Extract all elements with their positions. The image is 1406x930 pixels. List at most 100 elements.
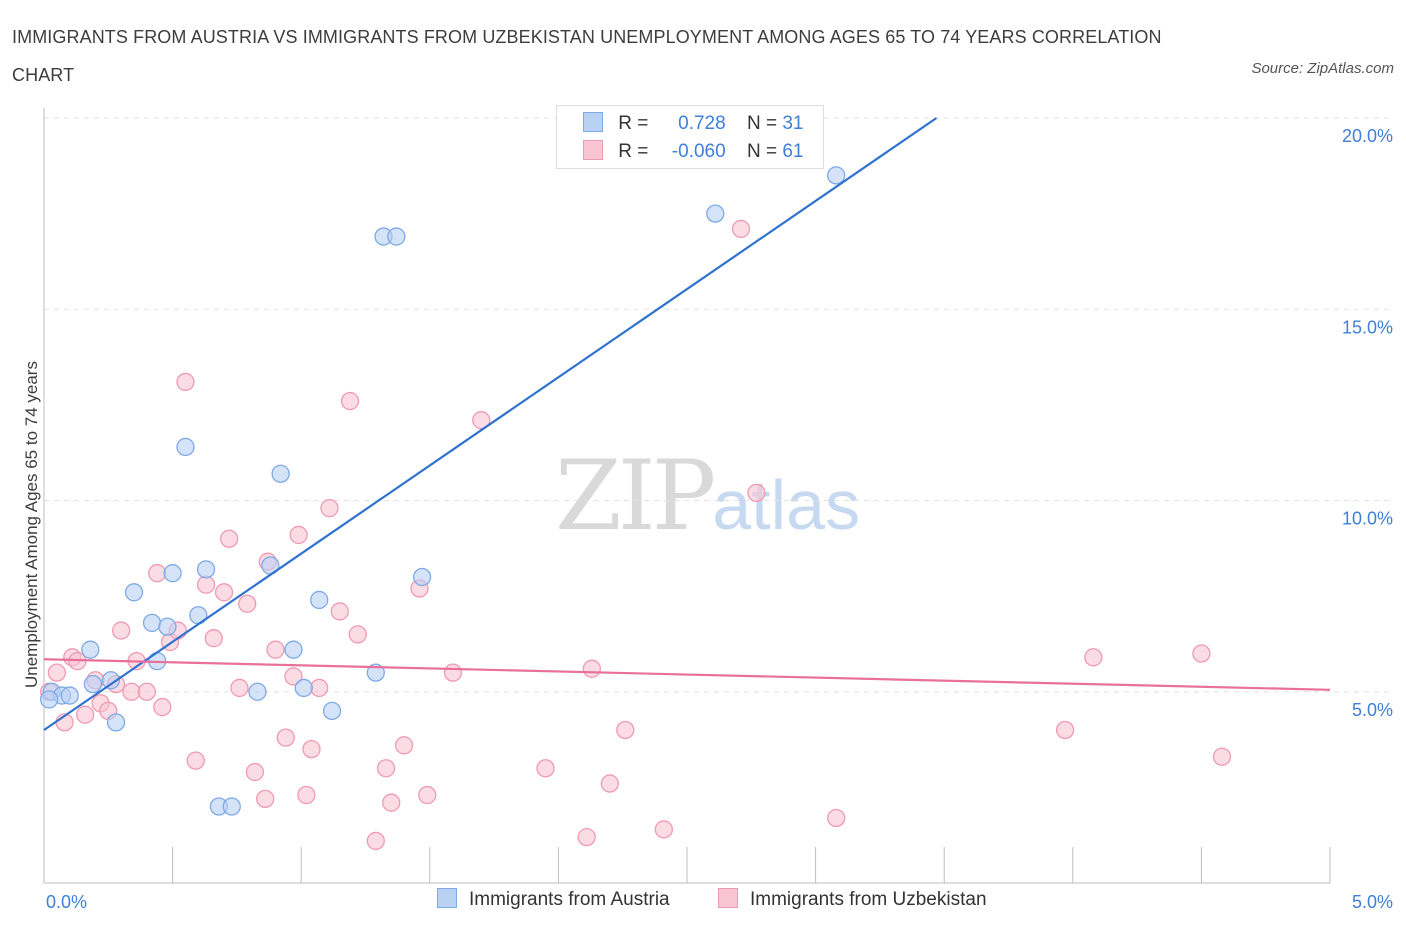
point-uzbekistan (1055, 720, 1075, 740)
point-uzbekistan (600, 774, 619, 793)
legend-swatch-austria (437, 888, 457, 908)
point-uzbekistan (297, 785, 316, 805)
x-tick-label: 0.0% (46, 892, 87, 912)
point-uzbekistan (418, 785, 437, 805)
point-austria (106, 713, 126, 732)
legend-n-label: N = (746, 141, 778, 162)
point-uzbekistan (122, 682, 141, 701)
point-uzbekistan (238, 594, 257, 613)
point-uzbekistan (1212, 747, 1232, 766)
point-uzbekistan (245, 762, 265, 782)
point-uzbekistan (186, 751, 205, 770)
point-uzbekistan (153, 697, 172, 717)
legend-n-label: N = (746, 113, 778, 134)
point-uzbekistan (276, 728, 295, 747)
point-uzbekistan (1192, 644, 1211, 663)
point-austria (163, 564, 182, 583)
legend-n-value: 61 (782, 141, 804, 162)
point-uzbekistan (577, 827, 596, 847)
point-austria (322, 701, 342, 721)
x-tick-label: 5.0% (1352, 892, 1393, 912)
point-austria (83, 674, 103, 694)
point-uzbekistan (289, 525, 308, 545)
point-uzbekistan (443, 663, 463, 682)
point-uzbekistan (266, 640, 285, 659)
legend-swatch-uzbekistan (718, 888, 738, 908)
point-uzbekistan (310, 678, 329, 698)
point-uzbekistan (320, 498, 339, 518)
point-austria (310, 590, 329, 610)
point-uzbekistan (230, 678, 249, 698)
point-uzbekistan (731, 219, 751, 239)
point-uzbekistan (256, 789, 275, 808)
legend-r-label: R = (618, 141, 649, 162)
y-tick-label: 10.0% (1342, 509, 1393, 529)
point-uzbekistan (204, 629, 223, 648)
point-austria (176, 437, 195, 457)
watermark-zip: ZIP (555, 440, 716, 552)
point-austria (222, 797, 241, 816)
chart-title: IMMIGRANTS FROM AUSTRIA VS IMMIGRANTS FR… (12, 27, 1162, 85)
legend-swatch-uzbekistan (583, 140, 603, 160)
point-austria (706, 204, 725, 223)
point-austria (827, 166, 846, 185)
y-tick-label: 20.0% (1342, 126, 1393, 146)
point-austria (142, 613, 162, 633)
point-uzbekistan (827, 808, 846, 828)
point-uzbekistan (284, 667, 303, 686)
point-uzbekistan (302, 739, 321, 759)
y-axis-label: Unemployment Among Ages 65 to 74 years (22, 361, 41, 688)
legend-row-austria: R = 0.728 N = 31 (583, 112, 803, 135)
point-uzbekistan (747, 483, 766, 503)
y-tick-label: 5.0% (1352, 700, 1393, 720)
legend-r-label: R = (618, 113, 649, 134)
point-uzbekistan (47, 663, 67, 682)
point-uzbekistan (76, 705, 95, 724)
series-legend-austria[interactable]: Immigrants from Austria (437, 888, 670, 911)
point-austria (60, 686, 79, 705)
legend-swatch-austria (583, 112, 603, 132)
point-austria (101, 671, 121, 690)
point-uzbekistan (582, 659, 601, 678)
point-uzbekistan (1084, 648, 1103, 667)
stats-legend: R = 0.728 N = 31 R = -0.060 N = 61 (556, 105, 824, 169)
y-tick-label: 15.0% (1342, 317, 1393, 337)
legend-label-uzbekistan: Immigrants from Uzbekistan (750, 889, 987, 910)
point-uzbekistan (536, 759, 555, 778)
legend-n-value: 31 (782, 113, 804, 134)
point-austria (271, 464, 290, 483)
point-uzbekistan (616, 720, 635, 740)
point-uzbekistan (220, 529, 239, 548)
point-austria (387, 227, 406, 246)
point-uzbekistan (472, 411, 491, 430)
legend-label-austria: Immigrants from Austria (469, 889, 670, 910)
point-austria (248, 682, 267, 701)
point-austria (294, 678, 313, 698)
point-uzbekistan (348, 625, 367, 644)
point-austria (158, 617, 177, 636)
point-uzbekistan (148, 564, 167, 583)
watermark-atlas: atlas (712, 466, 861, 544)
point-austria (124, 583, 144, 602)
point-uzbekistan (366, 831, 385, 851)
series-legend-uzbekistan[interactable]: Immigrants from Uzbekistan (718, 888, 987, 911)
point-uzbekistan (654, 820, 674, 839)
point-austria (39, 690, 59, 709)
trend-line-uzbekistan (43, 658, 1331, 691)
legend-row-uzbekistan: R = -0.060 N = 61 (583, 140, 803, 163)
point-uzbekistan (330, 602, 349, 621)
legend-r-value: -0.060 (671, 141, 726, 162)
legend-r-value: 0.728 (678, 113, 726, 134)
source-label: Source: ZipAtlas.com (1251, 60, 1394, 77)
point-austria (81, 640, 100, 659)
point-uzbekistan (340, 391, 360, 411)
point-austria (366, 663, 385, 682)
trend-line-austria (43, 117, 938, 731)
point-uzbekistan (137, 682, 157, 701)
point-austria (196, 560, 216, 579)
point-uzbekistan (214, 583, 234, 602)
point-uzbekistan (382, 793, 401, 812)
watermark: ZIPatlas (555, 440, 860, 552)
point-uzbekistan (112, 621, 131, 640)
